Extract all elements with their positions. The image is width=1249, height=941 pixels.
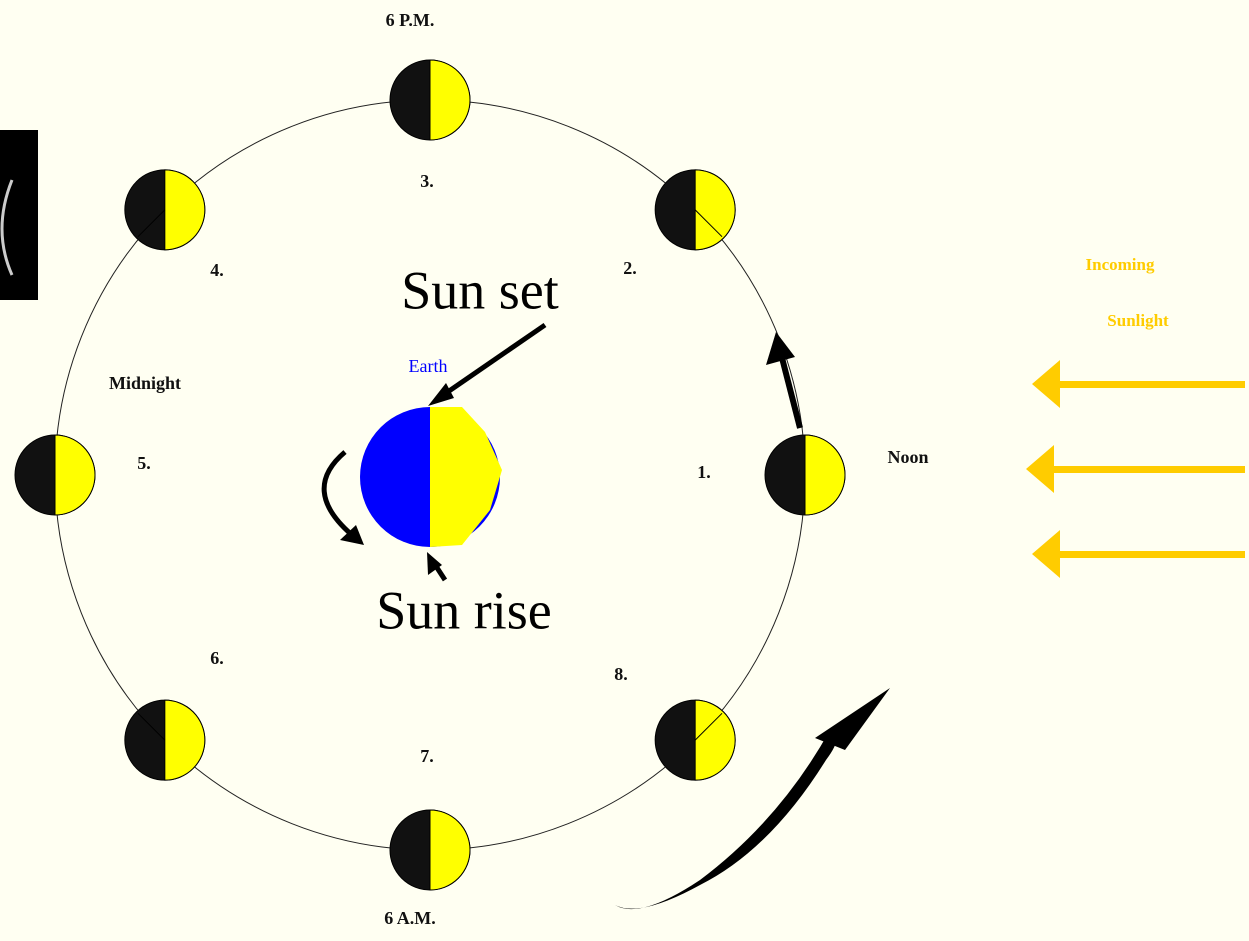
moon-phase-diagram: 6 P.M. 6 A.M. Midnight Noon 1. 2. 3. 4. … <box>0 0 1249 941</box>
position-label: 5. <box>137 453 151 473</box>
page: 6 P.M. 6 A.M. Midnight Noon 1. 2. 3. 4. … <box>0 0 1249 941</box>
time-label: 6 A.M. <box>384 908 436 928</box>
position-label: 7. <box>420 746 434 766</box>
moon-photo <box>0 130 38 300</box>
sunlight-label: Incoming <box>1086 255 1155 274</box>
position-label: 4. <box>210 260 224 280</box>
sunset-label: Sun set <box>401 260 559 320</box>
position-label: 8. <box>614 664 628 684</box>
position-label: 3. <box>420 171 434 191</box>
position-label: 6. <box>210 648 224 668</box>
sunlight-shaft <box>1058 551 1245 558</box>
position-label: 1. <box>697 462 711 482</box>
time-label: 6 P.M. <box>386 10 435 30</box>
earth-label: Earth <box>409 356 448 376</box>
sunrise-label: Sun rise <box>376 580 552 640</box>
time-label: Midnight <box>109 373 181 393</box>
sunlight-shaft <box>1058 381 1245 388</box>
position-label: 2. <box>623 258 637 278</box>
sunlight-label: Sunlight <box>1107 311 1169 330</box>
sunlight-shaft <box>1052 466 1245 473</box>
time-label: Noon <box>887 447 928 467</box>
